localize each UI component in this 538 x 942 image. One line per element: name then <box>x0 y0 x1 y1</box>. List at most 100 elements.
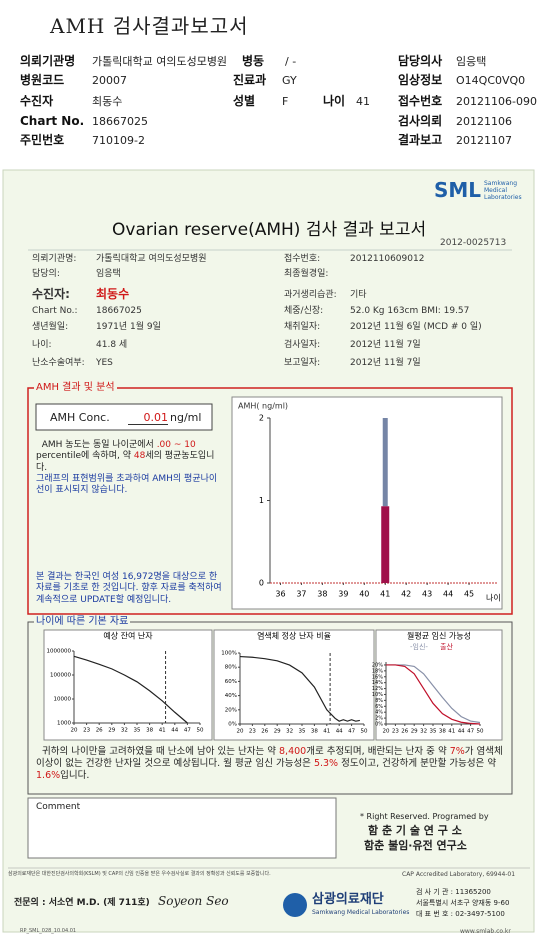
x-tick-label: 35 <box>134 728 141 734</box>
x-tick-label: 47 <box>184 728 191 734</box>
chart-title: 염색체 정상 난자 비율 <box>257 631 331 641</box>
x-tick-label: 20 <box>71 728 78 734</box>
specialist: 전문의 : 서소연 M.D. (제 711호) <box>14 898 150 908</box>
info-value: 가톨릭대학교 여의도성모병원 <box>96 254 207 264</box>
x-tick-label: 50 <box>197 728 204 734</box>
y-tick-label: 80% <box>225 665 237 671</box>
conc-value: 0.01 <box>128 411 168 426</box>
x-tick-label: 43 <box>422 590 432 599</box>
text: 귀하의 나이만을 고려하였을 때 난소에 남아 있는 난자는 약 <box>42 746 279 757</box>
x-tick-label: 29 <box>411 729 418 735</box>
line-series <box>386 664 481 724</box>
range-bar <box>382 418 388 507</box>
highlight: 5.3% <box>313 757 339 769</box>
info-value: YES <box>96 358 113 368</box>
x-tick-label: 38 <box>439 729 446 735</box>
value: 20121107 <box>456 134 512 147</box>
chart-frame <box>375 629 503 741</box>
x-tick-label: 38 <box>317 590 327 599</box>
label: 담당의사 <box>398 54 443 68</box>
info-value: 2012년 11월 7일 <box>350 340 421 350</box>
bar <box>381 506 390 583</box>
logo-sub: Medical <box>484 187 507 194</box>
x-tick-label: 23 <box>83 728 90 734</box>
label: 주민번호 <box>20 133 65 147</box>
label: 검사의뢰 <box>398 114 443 128</box>
org-code: 검 사 기 관 : 11365200 <box>416 888 491 896</box>
info-label: 난소수술여부: <box>32 358 85 368</box>
value: 41 <box>356 95 370 108</box>
y-tick-label: 4% <box>375 710 383 716</box>
label: 임상정보 <box>398 73 443 87</box>
y-tick-label: 20% <box>225 707 237 713</box>
info-value: 52.0 Kg 163cm BMI: 19.57 <box>350 306 470 316</box>
info-value: 기타 <box>350 290 367 300</box>
value: 20121106-09012 <box>456 95 538 108</box>
y-tick-label: 2 <box>259 414 264 423</box>
x-tick-label: 44 <box>443 590 453 599</box>
info-label: 수진자: <box>32 287 70 301</box>
info-value: 임응택 <box>96 269 121 279</box>
info-value: 1971년 1월 9일 <box>96 322 161 332</box>
y-tick-label: 100000 <box>50 673 71 679</box>
y-tick-label: 40% <box>225 693 237 699</box>
x-tick-label: 29 <box>274 729 281 735</box>
y-tick-label: 1 <box>259 496 264 505</box>
label: 성별 <box>233 94 256 108</box>
info-label: 의뢰기관명: <box>32 254 77 264</box>
info-label: 체중/신장: <box>284 306 324 316</box>
x-tick-label: 26 <box>96 728 103 734</box>
info-label: 생년월일: <box>32 322 69 332</box>
label: 결과보고 <box>398 133 443 147</box>
address: 서울특별시 서초구 양재동 9-60 <box>416 899 510 907</box>
legend-entry: -임신- <box>410 642 428 651</box>
conc-box <box>35 403 213 431</box>
x-tick-label: 38 <box>146 728 153 734</box>
x-tick-label: 20 <box>237 729 244 735</box>
chart-title: 월평균 임신 가능성 <box>407 631 471 641</box>
x-tick-label: 50 <box>361 729 368 735</box>
x-tick-label: 35 <box>299 729 306 735</box>
x-tick-label: 44 <box>171 728 178 734</box>
info-value: 41.8 세 <box>96 340 128 350</box>
text: 정도이고, 건강하게 분만할 가능성은 약 <box>338 757 497 769</box>
info-label: 최종월경일: <box>284 269 329 279</box>
label: 접수번호 <box>398 94 443 108</box>
logo-sub: Laboratories <box>484 194 522 201</box>
lab: 함 춘 기 술 연 구 소 <box>368 824 462 837</box>
x-tick-label: 38 <box>311 729 318 735</box>
y-tick-label: 100% <box>221 651 237 657</box>
conc-label: AMH Conc. <box>50 411 110 424</box>
info-value: 2012년 11월 7일 <box>350 358 421 368</box>
value: 18667025 <box>92 115 148 128</box>
y-tick-label: 0% <box>375 722 383 728</box>
section-heading: 나이에 따른 기본 자료 <box>34 616 131 628</box>
section-heading: AMH 결과 및 분석 <box>34 382 117 394</box>
x-tick-label: 41 <box>159 728 166 734</box>
value: / - <box>285 55 297 68</box>
label: 진료과 <box>233 73 267 87</box>
x-tick-label: 45 <box>464 590 474 599</box>
value: 710109-2 <box>92 134 145 147</box>
text: 입니다. <box>60 769 90 781</box>
text: 세의 평균농도입니다. <box>36 451 215 473</box>
value: 20007 <box>92 74 127 87</box>
text: percentile에 속하며, 약 <box>36 451 131 462</box>
highlight: 48 <box>133 451 146 462</box>
x-tick-label: 39 <box>338 590 348 599</box>
x-tick-label: 44 <box>336 729 343 735</box>
y-tick-label: 16% <box>372 674 383 680</box>
info-label: 담당의: <box>32 269 60 279</box>
logo-sub: Samkwang <box>484 180 517 187</box>
label: 수진자 <box>20 94 54 108</box>
info-label: Chart No.: <box>32 306 78 316</box>
foundation-en: Samkwang Medical Laboratories <box>312 909 410 916</box>
info-label: 채취일자: <box>284 322 321 332</box>
y-tick-label: 0% <box>228 722 237 728</box>
info-label: 과거생리습관: <box>284 290 337 300</box>
foundation: 삼광의료재단 <box>312 892 384 907</box>
x-tick-label: 44 <box>458 729 465 735</box>
phone: 대 표 번 호 : 02-3497-5100 <box>416 910 505 918</box>
value: O14QC0VQ0 <box>456 74 526 87</box>
